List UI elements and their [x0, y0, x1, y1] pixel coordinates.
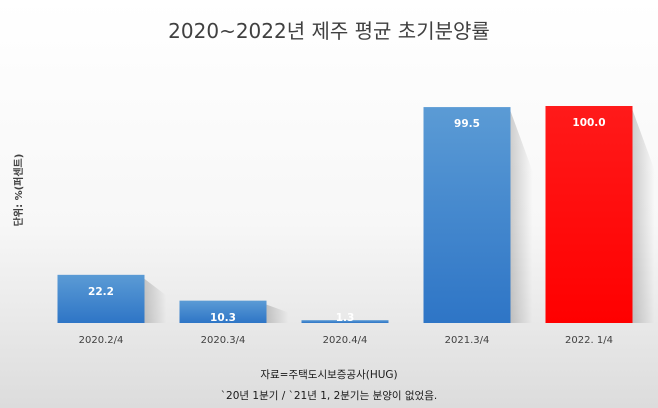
bar-2020-4-4	[301, 320, 389, 323]
x-tick-label: 2020.2/4	[79, 335, 124, 346]
x-tick-label: 2020.3/4	[201, 335, 246, 346]
data-label: 100.0	[572, 117, 605, 129]
x-tick-label: 2020.4/4	[323, 335, 368, 346]
x-tick-labels-group: 2020.2/4 2020.3/4 2020.4/4 2021.3/4 2022. 1/…	[79, 335, 613, 346]
bar-2021-3-4	[423, 107, 511, 324]
data-label: 1.3	[336, 312, 355, 324]
bar-2020-2-4	[57, 274, 145, 323]
footnote: `20년 1분기 / `21년 1, 2분기는 분양이 없었음.	[221, 389, 437, 402]
bar-shadow	[144, 278, 167, 323]
source-note: 자료=주택도시보증공사(HUG)	[260, 369, 397, 381]
data-label: 99.5	[454, 118, 480, 130]
bar-2022-1-4	[545, 106, 633, 323]
bar-shadow	[266, 304, 289, 323]
x-tick-label: 2022. 1/4	[565, 335, 613, 346]
bar-shadow	[510, 111, 533, 324]
data-label: 22.2	[88, 286, 114, 298]
chart-title: 2020~2022년 제주 평균 초기분양률	[168, 19, 490, 43]
value-labels-group: 22.2 10.3 1.3 99.5 100.0	[88, 117, 606, 324]
data-label: 10.3	[210, 312, 236, 324]
bar-shadow	[632, 110, 655, 323]
bars-group	[57, 106, 633, 324]
bar-shadows	[144, 110, 655, 324]
bar-2020-3-4	[179, 300, 267, 323]
x-tick-label: 2021.3/4	[445, 335, 490, 346]
y-axis-label: 단위: %(퍼센트)	[12, 154, 25, 227]
